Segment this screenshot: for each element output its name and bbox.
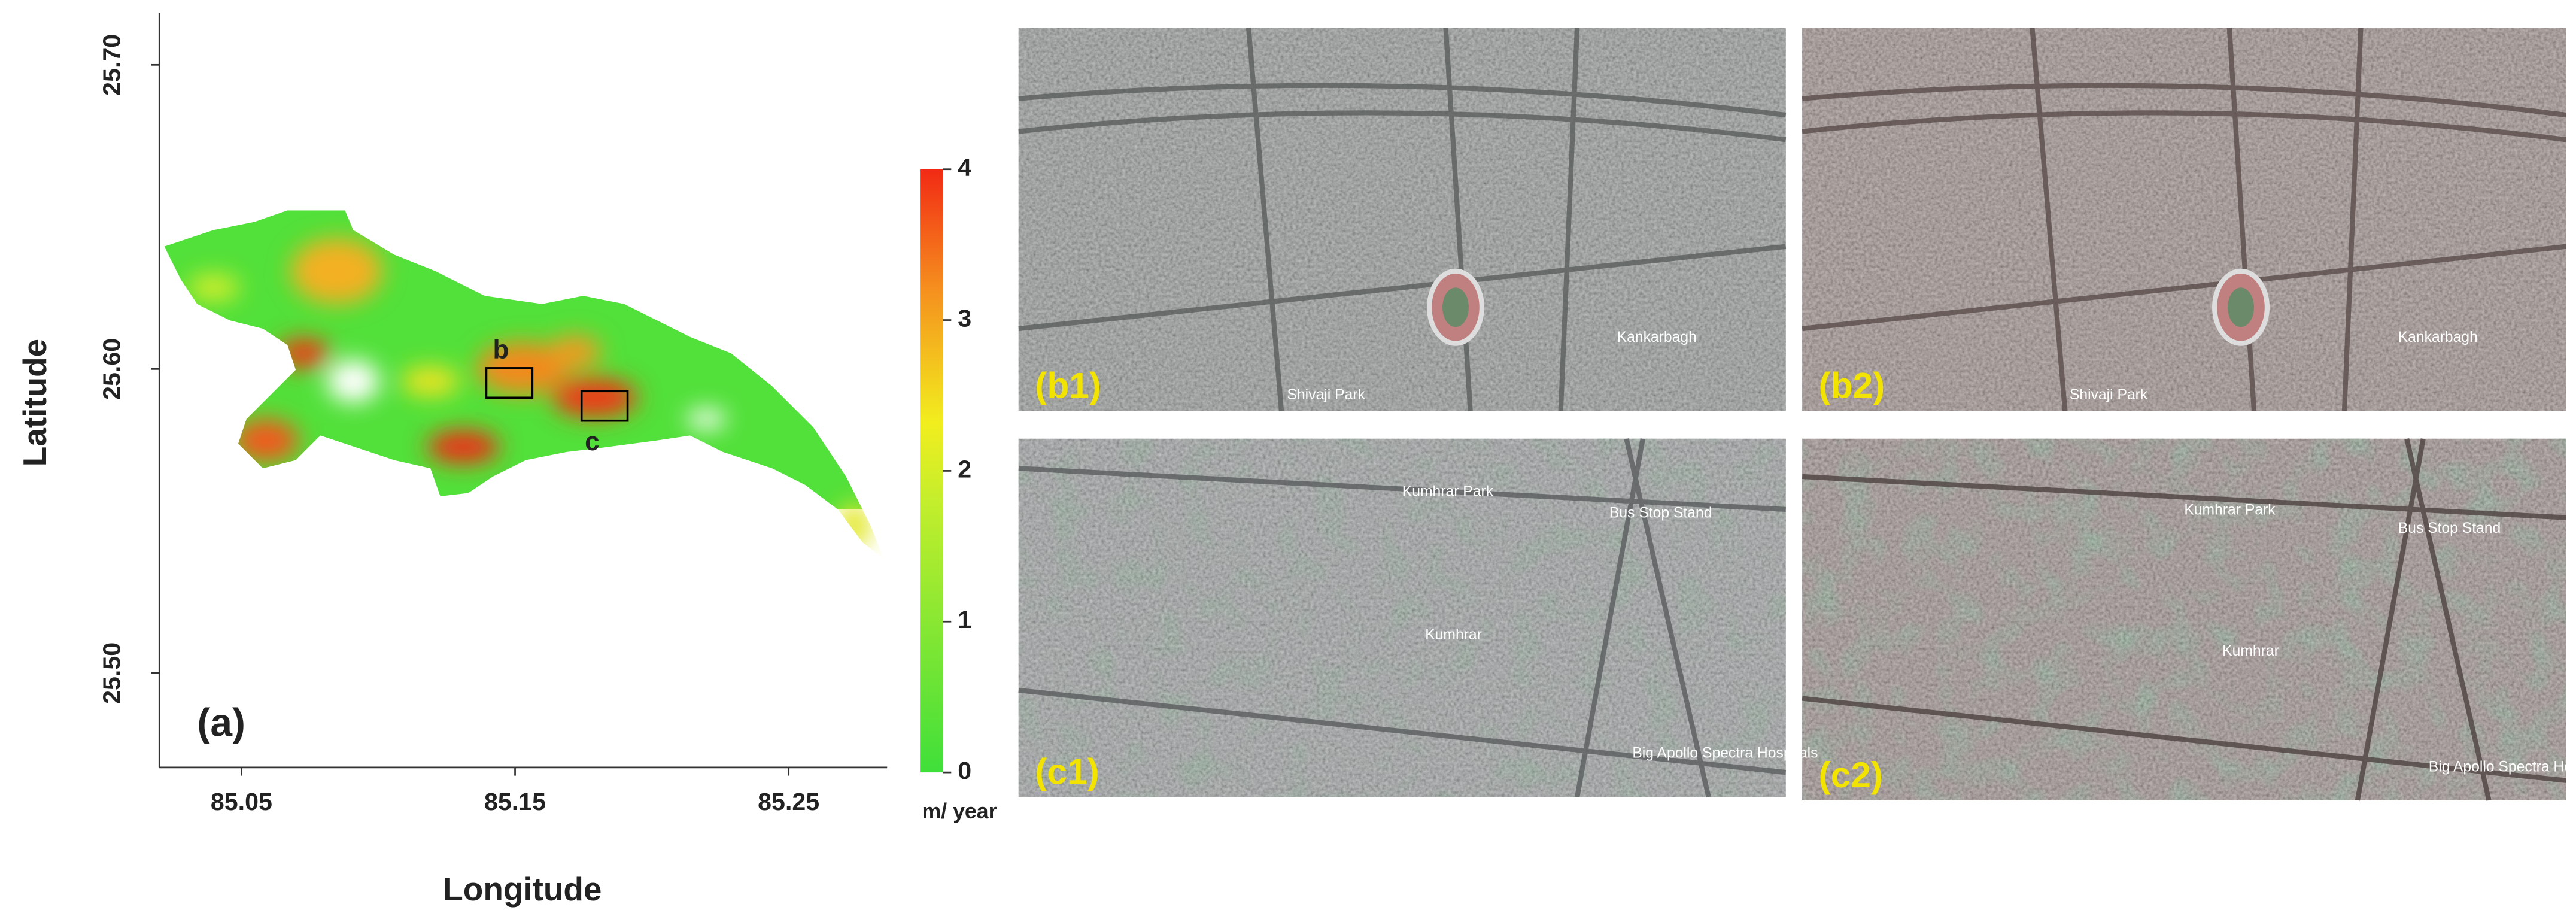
place-label: Kankarbagh bbox=[2398, 329, 2478, 345]
colorbar-label: m/ year bbox=[922, 799, 997, 823]
subsidence-map bbox=[164, 210, 884, 549]
colorbar-tick-label: 0 bbox=[958, 757, 971, 784]
y-tick-label: 25.60 bbox=[98, 338, 125, 400]
satellite-b2 bbox=[1802, 28, 2567, 411]
place-label: Shivaji Park bbox=[2070, 387, 2148, 403]
colorbar bbox=[920, 169, 943, 773]
place-label: Kumhrar bbox=[2222, 643, 2279, 659]
panel-label: (c2) bbox=[1819, 754, 1883, 795]
x-axis-label: Longitude bbox=[443, 870, 602, 908]
panel-label: (c1) bbox=[1035, 751, 1099, 791]
panel-label: (b2) bbox=[1819, 365, 1885, 405]
place-label: Big Apollo Spectra Hospitals bbox=[1632, 745, 1818, 761]
y-tick-label: 25.70 bbox=[98, 34, 125, 96]
place-label: Big Apollo Spectra Hospital bbox=[2429, 759, 2576, 775]
place-label: Kumhrar Park bbox=[1402, 484, 1494, 500]
panel-label: (b1) bbox=[1035, 365, 1101, 405]
place-label: Kankarbagh bbox=[1617, 329, 1697, 345]
map-axes bbox=[158, 13, 888, 769]
x-tick-label: 85.15 bbox=[484, 788, 546, 815]
x-tick-label: 85.05 bbox=[211, 788, 272, 815]
box-label: c bbox=[585, 427, 599, 456]
satellite-c2 bbox=[1802, 438, 2566, 801]
x-tick-label: 85.25 bbox=[758, 788, 819, 815]
place-label: Kumhrar bbox=[1425, 627, 1482, 643]
colorbar-tick-label: 2 bbox=[958, 455, 971, 483]
colorbar-tick-label: 1 bbox=[958, 606, 971, 633]
colorbar-tick-label: 3 bbox=[958, 304, 971, 332]
y-tick-label: 25.50 bbox=[98, 642, 125, 704]
y-axis-label: Latitude bbox=[16, 339, 53, 466]
region-box bbox=[485, 367, 534, 399]
satellite-c1 bbox=[1018, 438, 1787, 798]
place-label: Bus Stop Stand bbox=[2398, 520, 2501, 536]
place-label: Bus Stop Stand bbox=[1609, 505, 1712, 521]
panel-label: (a) bbox=[197, 700, 245, 745]
place-label: Kumhrar Park bbox=[2184, 502, 2276, 518]
place-label: Shivaji Park bbox=[1287, 387, 1365, 403]
satellite-b1 bbox=[1018, 28, 1787, 411]
region-box bbox=[580, 390, 629, 422]
box-label: b bbox=[493, 335, 509, 364]
colorbar-tick-label: 4 bbox=[958, 154, 971, 181]
